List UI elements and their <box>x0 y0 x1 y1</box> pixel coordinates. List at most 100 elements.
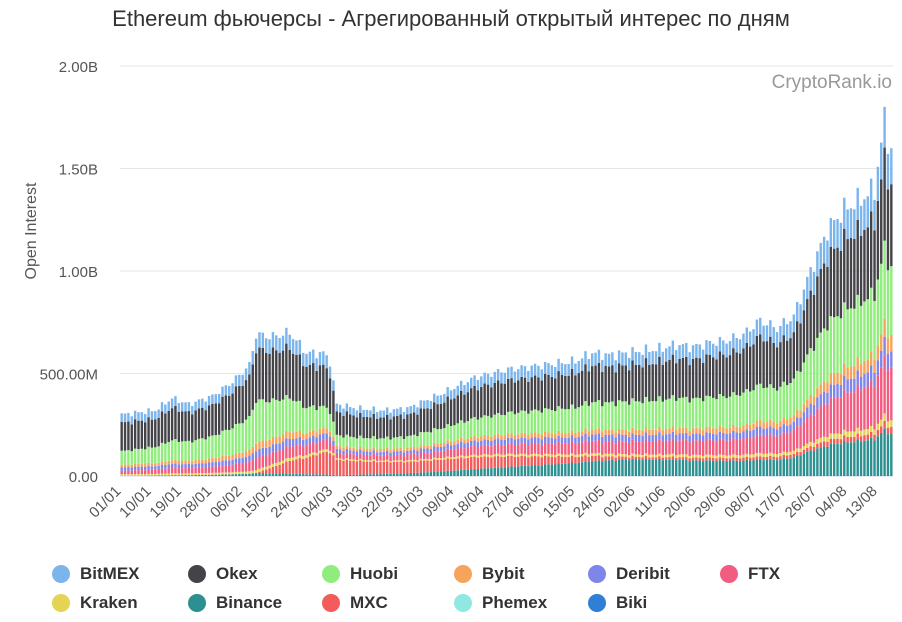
bar-segment <box>228 396 231 430</box>
bar-segment <box>470 418 473 437</box>
legend-item-bybit[interactable]: Bybit <box>454 564 525 584</box>
bar-segment <box>154 411 157 420</box>
bar-segment <box>174 463 177 468</box>
bar-segment <box>577 456 580 463</box>
bar-segment <box>705 340 708 355</box>
legend-item-kraken[interactable]: Kraken <box>52 593 138 613</box>
bar-segment <box>244 380 248 420</box>
bar-segment <box>678 398 681 429</box>
bar-segment <box>217 403 221 435</box>
legend-item-huobi[interactable]: Huobi <box>322 564 398 584</box>
legend-item-mxc[interactable]: MXC <box>322 593 388 613</box>
bar-segment <box>130 451 133 465</box>
bar-segment <box>500 414 503 436</box>
bar-segment <box>533 409 537 433</box>
bar-segment <box>238 374 241 386</box>
bar-segment <box>271 473 275 476</box>
bar-segment <box>826 382 829 393</box>
bar-segment <box>449 449 453 458</box>
bar-segment <box>285 395 288 432</box>
bar-segment <box>832 248 836 318</box>
bar-segment <box>254 338 258 354</box>
legend-item-binance[interactable]: Binance <box>188 593 282 613</box>
bar-segment <box>500 439 503 446</box>
bar-segment <box>174 439 177 460</box>
bar-segment <box>890 433 893 476</box>
bar-segment <box>174 475 177 476</box>
bar-segment <box>328 453 332 475</box>
bar-segment <box>318 474 322 476</box>
bar-segment <box>557 455 560 464</box>
bar-segment <box>866 434 869 441</box>
bar-segment <box>654 454 658 458</box>
legend-item-ftx[interactable]: FTX <box>720 564 780 584</box>
bar-segment <box>711 458 715 461</box>
bar-segment <box>375 452 379 456</box>
bar-segment <box>725 461 728 476</box>
bar-segment <box>473 445 476 455</box>
bar-segment <box>886 338 890 355</box>
bar-segment <box>745 429 749 438</box>
bar-segment <box>207 474 211 476</box>
bar-segment <box>678 457 681 460</box>
bar-segment <box>782 454 785 459</box>
bar-segment <box>154 447 157 464</box>
bar-segment <box>644 456 648 459</box>
legend-item-biki[interactable]: Biki <box>588 593 647 613</box>
bar-segment <box>722 460 725 476</box>
bar-segment <box>187 411 191 441</box>
bar-segment <box>436 471 439 476</box>
legend-item-bitmex[interactable]: BitMEX <box>52 564 140 584</box>
bar-segment <box>533 453 537 457</box>
bar-segment <box>500 456 503 468</box>
bar-segment <box>301 446 305 457</box>
bar-segment <box>880 419 883 427</box>
bar-segment <box>664 399 668 429</box>
bar-segment <box>846 437 849 443</box>
bar-segment <box>634 351 638 365</box>
bar-segment <box>500 372 503 384</box>
legend-item-okex[interactable]: Okex <box>188 564 258 584</box>
bar-segment <box>765 453 769 457</box>
bar-segment <box>191 442 194 462</box>
bar-segment <box>170 473 174 476</box>
bar-segment <box>617 363 621 401</box>
bar-segment <box>278 352 281 402</box>
bar-segment <box>614 432 617 438</box>
bar-segment <box>144 414 147 423</box>
bar-segment <box>849 208 853 239</box>
bar-segment <box>876 429 880 437</box>
legend-item-deribit[interactable]: Deribit <box>588 564 670 584</box>
bar-segment <box>369 417 372 439</box>
bar-segment <box>399 473 402 476</box>
legend-item-phemex[interactable]: Phemex <box>454 593 547 613</box>
bar-segment <box>426 472 429 476</box>
bar-segment <box>140 412 144 421</box>
bar-segment <box>661 351 664 365</box>
bar-segment <box>718 431 722 439</box>
bar-segment <box>560 375 564 409</box>
bar-segment <box>836 438 839 444</box>
bar-segment <box>584 440 587 453</box>
bar-segment <box>476 437 480 442</box>
bar-segment <box>527 466 530 476</box>
bar-segment <box>305 353 308 367</box>
bar-segment <box>221 430 224 457</box>
bar-segment <box>890 351 893 368</box>
bar-segment <box>318 406 322 429</box>
bar-segment <box>621 365 624 402</box>
bar-segment <box>762 341 765 389</box>
bar-segment <box>560 408 564 433</box>
bar-segment <box>762 388 765 423</box>
bar-segment <box>298 354 302 401</box>
bar-segment <box>822 436 826 442</box>
bar-segment <box>718 394 722 426</box>
bar-segment <box>624 441 628 455</box>
bar-segment <box>772 456 775 460</box>
bar-segment <box>419 458 423 461</box>
bar-segment <box>648 435 651 442</box>
bar-segment <box>849 378 853 393</box>
bar-segment <box>624 352 628 366</box>
bar-segment <box>876 423 880 430</box>
bar-segment <box>859 430 863 437</box>
